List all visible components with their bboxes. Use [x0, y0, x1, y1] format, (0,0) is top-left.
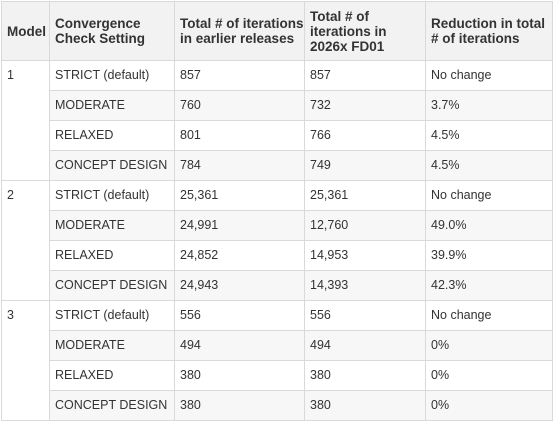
table-row: 1 STRICT (default) 857 857 No change [1, 60, 553, 181]
reduction-cell: 39.9% [425, 240, 553, 271]
table-row: RELAXED 801 766 4.5% [2, 120, 553, 151]
setting-cell: RELAXED [49, 240, 175, 271]
model-cell: 2 [1, 180, 50, 301]
setting-cell: CONCEPT DESIGN [49, 150, 175, 181]
model-cell: 3 [1, 300, 50, 421]
setting-cell: STRICT (default) [49, 180, 175, 211]
fd01-iterations-cell: 380 [304, 360, 426, 391]
earlier-iterations-cell: 380 [174, 360, 305, 391]
reduction-cell: 0% [425, 390, 553, 421]
setting-cell: MODERATE [49, 90, 175, 121]
reduction-cell: 49.0% [425, 210, 553, 241]
reduction-cell: 42.3% [425, 270, 553, 301]
fd01-iterations-cell: 749 [304, 150, 426, 181]
fd01-iterations-cell: 14,393 [304, 270, 426, 301]
earlier-iterations-cell: 25,361 [174, 180, 305, 211]
table-row: 2 STRICT (default) 25,361 25,361 No chan… [1, 180, 553, 301]
header-iterations-2026x-fd01: Total # of iterations in 2026x FD01 [304, 1, 426, 61]
table-row: 3 STRICT (default) 556 556 No change [1, 300, 553, 421]
fd01-iterations-cell: 857 [304, 60, 426, 91]
table-row: MODERATE 494 494 0% [2, 330, 553, 361]
table-row: CONCEPT DESIGN 24,943 14,393 42.3% [2, 270, 553, 301]
fd01-iterations-cell: 380 [304, 390, 426, 421]
setting-cell: MODERATE [49, 210, 175, 241]
model-cell: 1 [1, 60, 50, 181]
reduction-cell: 0% [425, 330, 553, 361]
fd01-iterations-cell: 494 [304, 330, 426, 361]
table-header-row: Model Convergence Check Setting Total # … [1, 1, 553, 61]
earlier-iterations-cell: 801 [174, 120, 305, 151]
earlier-iterations-cell: 24,852 [174, 240, 305, 271]
reduction-cell: 3.7% [425, 90, 553, 121]
fd01-iterations-cell: 766 [304, 120, 426, 151]
header-iterations-earlier-releases: Total # of iterations in earlier release… [174, 1, 305, 61]
fd01-iterations-cell: 25,361 [304, 180, 426, 211]
header-model: Model [1, 1, 50, 61]
setting-cell: STRICT (default) [49, 300, 175, 331]
earlier-iterations-cell: 857 [174, 60, 305, 91]
earlier-iterations-cell: 494 [174, 330, 305, 361]
earlier-iterations-cell: 556 [174, 300, 305, 331]
table-row: CONCEPT DESIGN 380 380 0% [2, 390, 553, 421]
setting-cell: STRICT (default) [49, 60, 175, 91]
table-row: RELAXED 380 380 0% [2, 360, 553, 391]
setting-cell: CONCEPT DESIGN [49, 270, 175, 301]
header-reduction: Reduction in total # of iterations [425, 1, 553, 61]
fd01-iterations-cell: 12,760 [304, 210, 426, 241]
reduction-cell: No change [425, 60, 553, 91]
reduction-cell: 0% [425, 360, 553, 391]
table-row: CONCEPT DESIGN 784 749 4.5% [2, 150, 553, 181]
setting-cell: RELAXED [49, 120, 175, 151]
table-row: MODERATE 760 732 3.7% [2, 90, 553, 121]
header-convergence-check-setting: Convergence Check Setting [49, 1, 175, 61]
earlier-iterations-cell: 24,991 [174, 210, 305, 241]
setting-cell: RELAXED [49, 360, 175, 391]
setting-cell: MODERATE [49, 330, 175, 361]
reduction-cell: No change [425, 180, 553, 211]
reduction-cell: 4.5% [425, 120, 553, 151]
table-row: MODERATE 24,991 12,760 49.0% [2, 210, 553, 241]
earlier-iterations-cell: 24,943 [174, 270, 305, 301]
setting-cell: CONCEPT DESIGN [49, 390, 175, 421]
iterations-comparison-table: Model Convergence Check Setting Total # … [1, 1, 553, 421]
reduction-cell: No change [425, 300, 553, 331]
earlier-iterations-cell: 784 [174, 150, 305, 181]
earlier-iterations-cell: 380 [174, 390, 305, 421]
fd01-iterations-cell: 14,953 [304, 240, 426, 271]
table-row: RELAXED 24,852 14,953 39.9% [2, 240, 553, 271]
fd01-iterations-cell: 556 [304, 300, 426, 331]
earlier-iterations-cell: 760 [174, 90, 305, 121]
fd01-iterations-cell: 732 [304, 90, 426, 121]
reduction-cell: 4.5% [425, 150, 553, 181]
